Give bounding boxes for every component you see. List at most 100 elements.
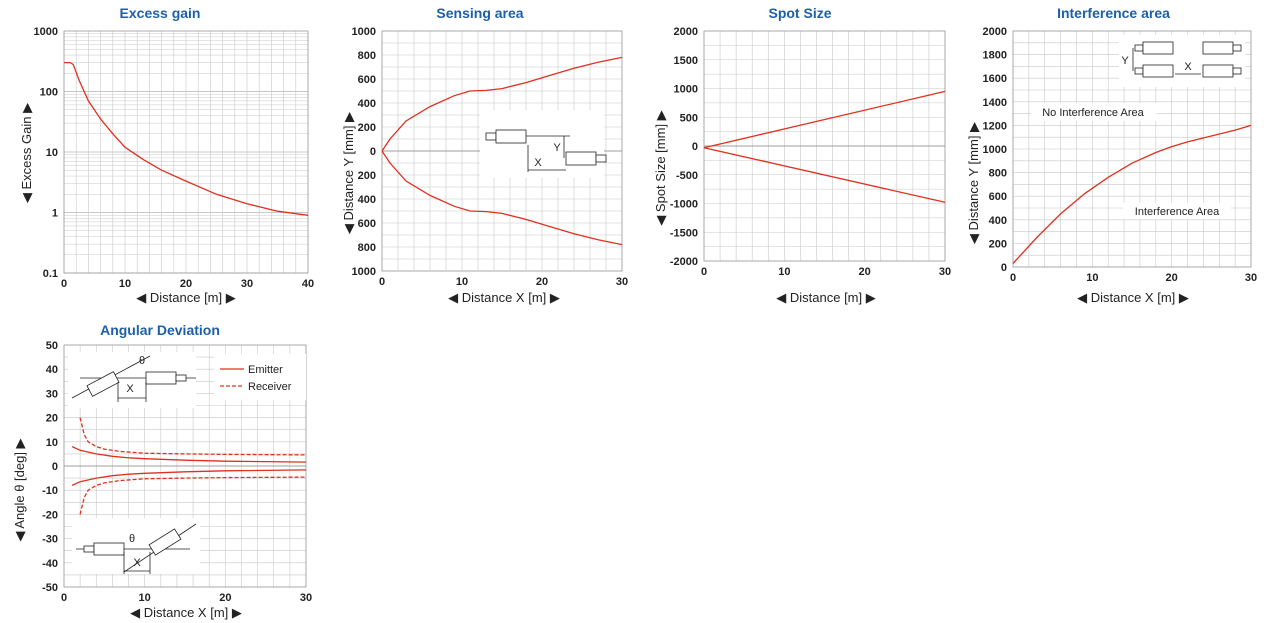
label-bg xyxy=(1031,103,1157,121)
sensing-area-chart: Sensing area 0 10 20 30 1000 800 600 400 200 0 200… xyxy=(320,5,640,310)
y-tick-label: 600 xyxy=(989,191,1007,203)
y-tick-label: 100 xyxy=(40,87,58,99)
emitter-body xyxy=(93,542,125,556)
series-line xyxy=(71,446,307,463)
y-tick-label: -30 xyxy=(42,534,58,546)
y-tick-label: 0 xyxy=(370,146,376,158)
y-tick-label: 400 xyxy=(358,98,376,110)
y-tick-label: 1400 xyxy=(983,97,1007,109)
y-axis-label: ◀ Distance Y [mm] ▶ xyxy=(341,111,356,235)
y-tick-label: 600 xyxy=(358,218,376,230)
x-axis-label: ◀ Distance X [m] ▶ xyxy=(130,605,242,620)
y-tick-label: 200 xyxy=(989,238,1007,250)
theta-annotation: θ xyxy=(129,533,135,545)
angular-deviation-chart: Angular Deviation 0 10 20 30 50 40 30 20 10 0 -10 -… xyxy=(0,322,320,623)
series-line xyxy=(1012,124,1252,264)
y-tick-label: 10 xyxy=(46,437,58,449)
x-tick-label: 30 xyxy=(241,278,253,290)
x-axis-label: ◀ Distance X [m] ▶ xyxy=(1077,290,1189,305)
interference-area-chart: Interference area 0 10 20 30 2000 1800 1600 140… xyxy=(953,5,1274,310)
series-line xyxy=(64,61,309,216)
y-annotation: Y xyxy=(553,142,561,154)
angle-diagram-bottom: θX xyxy=(72,518,200,574)
series-line xyxy=(79,476,307,515)
interference-label: Interference Area xyxy=(1135,206,1220,218)
y-tick-label: -1500 xyxy=(670,227,698,239)
chart-title: Sensing area xyxy=(436,5,524,21)
x-tick-label: 30 xyxy=(939,266,951,278)
receiver-lens xyxy=(175,374,187,382)
x-tick-label: 0 xyxy=(379,276,385,288)
receiver1-body xyxy=(1202,41,1234,55)
y-tick-label: 400 xyxy=(358,194,376,206)
x-tick-label: 0 xyxy=(1010,272,1016,284)
series-line xyxy=(381,150,623,246)
y-tick-label: 1000 xyxy=(983,144,1007,156)
y-tick-label: 1000 xyxy=(674,84,698,96)
chart-title: Angular Deviation xyxy=(100,322,220,338)
spot-size-chart: Spot Size 0 10 20 30 2000 1500 1000 500 0 -500 -10… xyxy=(640,5,960,310)
angular-deviation-plot: 0 10 20 30 50 40 30 20 10 0 -10 -20 -30 -40 -50 Emitter… xyxy=(42,340,312,604)
excess-gain-chart: Excess gain 0 10 20 30 40 0.1 1 10 100 1000 ◀ Dis… xyxy=(0,5,320,310)
series-line xyxy=(703,90,946,149)
receiver-body xyxy=(145,371,177,385)
x-annotation: X xyxy=(133,557,141,569)
y-tick-label: 40 xyxy=(46,364,58,376)
y-tick-label: -40 xyxy=(42,558,58,570)
y-tick-label: 2000 xyxy=(983,26,1007,38)
x-tick-label: 20 xyxy=(859,266,871,278)
y-tick-label: 1600 xyxy=(983,73,1007,85)
y-axis-label: ◀ Excess Gain ▶ xyxy=(19,102,34,204)
y-tick-label: 500 xyxy=(680,112,698,124)
x-tick-label: 10 xyxy=(119,278,131,290)
x-annotation: X xyxy=(534,157,542,169)
x-annotation: X xyxy=(1184,61,1192,73)
emitter-body xyxy=(495,129,527,144)
y-tick-label: 1000 xyxy=(352,266,376,278)
y-tick-label: -10 xyxy=(42,485,58,497)
y-tick-label: 10 xyxy=(46,147,58,159)
tilted-receiver xyxy=(148,528,182,556)
emitter2-lens xyxy=(1134,67,1144,75)
y-tick-label: 1200 xyxy=(983,120,1007,132)
receiver2-lens xyxy=(1232,67,1242,75)
y-tick-label: 1000 xyxy=(352,26,376,38)
no-interference-label: No Interference Area xyxy=(1042,107,1144,119)
sensor-diagram: YX xyxy=(480,110,607,178)
gridlines xyxy=(63,31,309,274)
emitter-lens xyxy=(83,545,95,553)
tilted-emitter xyxy=(86,371,120,397)
y-tick-label: 30 xyxy=(46,388,58,400)
x-axis-label: ◀ Distance [m] ▶ xyxy=(776,290,876,305)
x-tick-label: 30 xyxy=(300,592,312,604)
y-tick-label: -20 xyxy=(42,509,58,521)
x-tick-label: 30 xyxy=(616,276,628,288)
legend-label-emitter: Emitter xyxy=(248,364,283,376)
x-tick-label: 10 xyxy=(139,592,151,604)
y-axis-label: ◀ Distance Y [mm] ▶ xyxy=(966,121,981,245)
plot-frame xyxy=(1012,30,1252,268)
y-tick-label: 0 xyxy=(1001,262,1007,274)
y-tick-label: 800 xyxy=(358,50,376,62)
y-tick-label: 600 xyxy=(358,74,376,86)
receiver-lens xyxy=(595,154,607,163)
y-annotation: Y xyxy=(1121,55,1129,67)
y-tick-label: 1500 xyxy=(674,55,698,67)
y-tick-label: 1000 xyxy=(34,26,58,38)
receiver-body xyxy=(565,151,597,166)
y-tick-label: -500 xyxy=(676,170,698,182)
receiver1-lens xyxy=(1232,44,1242,52)
legend-label-receiver: Receiver xyxy=(248,381,292,393)
y-tick-label: -1000 xyxy=(670,199,698,211)
y-tick-label: 0.1 xyxy=(43,268,58,280)
chart-title: Spot Size xyxy=(768,5,832,21)
y-tick-label: -50 xyxy=(42,582,58,594)
x-tick-label: 20 xyxy=(536,276,548,288)
emitter2-body xyxy=(1142,64,1174,78)
y-tick-label: 200 xyxy=(358,170,376,182)
x-tick-label: 0 xyxy=(61,592,67,604)
label-bg xyxy=(1123,203,1231,219)
series-line xyxy=(71,469,307,486)
x-tick-label: 0 xyxy=(701,266,707,278)
chart-title: Excess gain xyxy=(119,5,201,21)
